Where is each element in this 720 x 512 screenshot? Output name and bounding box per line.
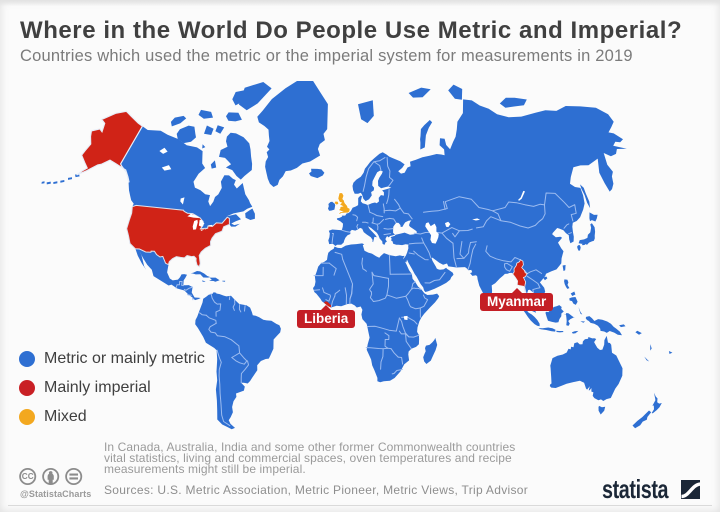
svg-text:CC: CC	[22, 472, 34, 481]
